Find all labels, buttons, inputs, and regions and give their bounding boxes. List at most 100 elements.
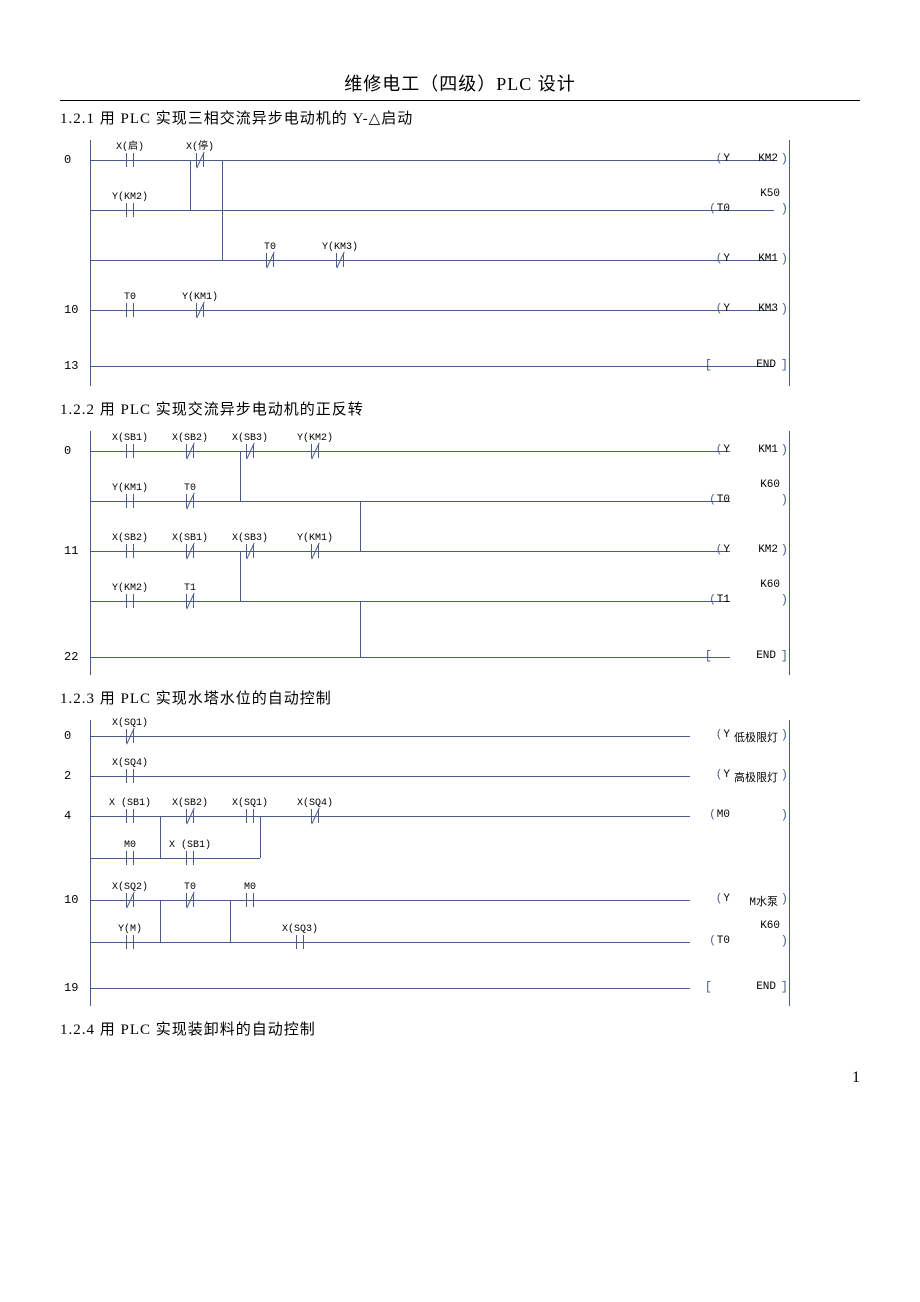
contact-no: X(SB1) [119,444,141,458]
timer-coil: T1 [709,594,730,606]
contact-no: Y(KM2) [119,594,141,608]
ladder-diagram: 0241019X(SQ1)X(SQ4)X (SB1)X(SB2)X(SQ1)X(… [90,710,790,1010]
output-coil-prefix: Y [716,303,730,315]
contact-label: Y(KM2) [112,192,148,203]
contact-label: X(SQ1) [112,718,148,729]
step-number: 0 [64,444,71,458]
contact-label: X(SB2) [172,798,208,809]
output-coil-label: 高极限灯 [734,769,778,785]
contact-label: X(SQ4) [112,758,148,769]
rung-line [90,858,260,859]
step-number: 19 [64,981,78,995]
contact-label: M0 [124,840,136,851]
rung-line [90,942,690,943]
contact-no: X(启) [119,153,141,167]
contact-no: Y(KM2) [119,203,141,217]
rung-line [90,210,774,211]
timer-preset: K60 [760,479,780,491]
contact-nc: X(SQ4) [304,809,326,823]
ladder-diagram: 01122X(SB1)X(SB2)X(SB3)Y(KM2)Y(KM1)T0X(S… [90,421,790,679]
end-instruction: END [756,359,776,371]
right-rail [789,431,790,675]
branch-line [360,601,361,657]
contact-no: M0 [239,893,261,907]
contact-nc: T0 [259,253,281,267]
output-coil-label: KM2 [758,544,778,556]
branch-line [240,451,241,501]
rung-line [90,736,690,737]
timer-coil: T0 [709,494,730,506]
contact-label: X(启) [116,137,144,153]
contact-label: T0 [184,483,196,494]
branch-line [360,501,361,551]
output-coil-prefix: Y [716,544,730,556]
contact-no: M0 [119,851,141,865]
contact-label: M0 [244,882,256,893]
branch-line [230,900,231,942]
output-coil-prefix: Y [716,153,730,165]
contact-label: X(SQ1) [232,798,268,809]
contact-nc: X(SB1) [179,544,201,558]
branch-line [222,210,223,260]
output-coil-prefix: M0 [709,809,730,821]
contact-label: X(SB1) [172,533,208,544]
contact-nc: X(SQ2) [119,893,141,907]
contact-no: X(SQ4) [119,769,141,783]
contact-nc: X(停) [189,153,211,167]
output-coil-prefix: Y [716,444,730,456]
timer-preset: K60 [760,920,780,932]
section-heading: 1.2.2 用 PLC 实现交流异步电动机的正反转 [60,398,860,419]
contact-no: X(SQ1) [239,809,261,823]
output-coil-prefix: Y [716,729,730,741]
branch-line [160,816,161,858]
right-rail [789,140,790,386]
section-heading: 1.2.3 用 PLC 实现水塔水位的自动控制 [60,687,860,708]
contact-nc: T1 [179,594,201,608]
timer-coil: T0 [709,935,730,947]
branch-line [240,551,241,601]
timer-preset: K60 [760,579,780,591]
output-coil-prefix: Y [716,253,730,265]
contact-no: X(SQ3) [289,935,311,949]
output-coil-label: M水泵 [749,893,778,909]
left-rail [90,140,91,386]
contact-nc: X(SB3) [239,444,261,458]
contact-no: X(SB2) [119,544,141,558]
section-heading: 1.2.1 用 PLC 实现三相交流异步电动机的 Y-△启动 [60,107,860,128]
output-coil-label: KM3 [758,303,778,315]
timer-preset: K50 [760,188,780,200]
page-number: 1 [60,1069,860,1087]
step-number: 0 [64,729,71,743]
output-coil-label: KM1 [758,253,778,265]
output-coil-prefix: Y [716,893,730,905]
step-number: 4 [64,809,71,823]
contact-no: X (SB1) [179,851,201,865]
contact-no: T0 [119,303,141,317]
contact-label: X(SB3) [232,533,268,544]
contact-label: Y(KM2) [112,583,148,594]
contact-label: X(SB2) [112,533,148,544]
contact-nc: Y(KM2) [304,444,326,458]
contact-label: Y(M) [118,924,142,935]
contact-label: X (SB1) [109,798,151,809]
contact-label: Y(KM1) [297,533,333,544]
end-instruction: END [756,981,776,993]
contact-label: X(SQ3) [282,924,318,935]
page-title: 维修电工（四级）PLC 设计 [60,70,860,101]
left-rail [90,431,91,675]
contact-label: X(SQ4) [297,798,333,809]
contact-nc: X(SB3) [239,544,261,558]
branch-line [222,160,223,210]
step-number: 2 [64,769,71,783]
step-number: 13 [64,359,78,373]
contact-no: Y(KM1) [119,494,141,508]
contact-no: X (SB1) [119,809,141,823]
output-coil-label: KM1 [758,444,778,456]
step-number: 10 [64,303,78,317]
timer-coil: T0 [709,203,730,215]
contact-label: T0 [264,242,276,253]
contact-no: Y(M) [119,935,141,949]
contact-label: X(SQ2) [112,882,148,893]
contact-label: X(SB1) [112,433,148,444]
contact-nc: X(SQ1) [119,729,141,743]
